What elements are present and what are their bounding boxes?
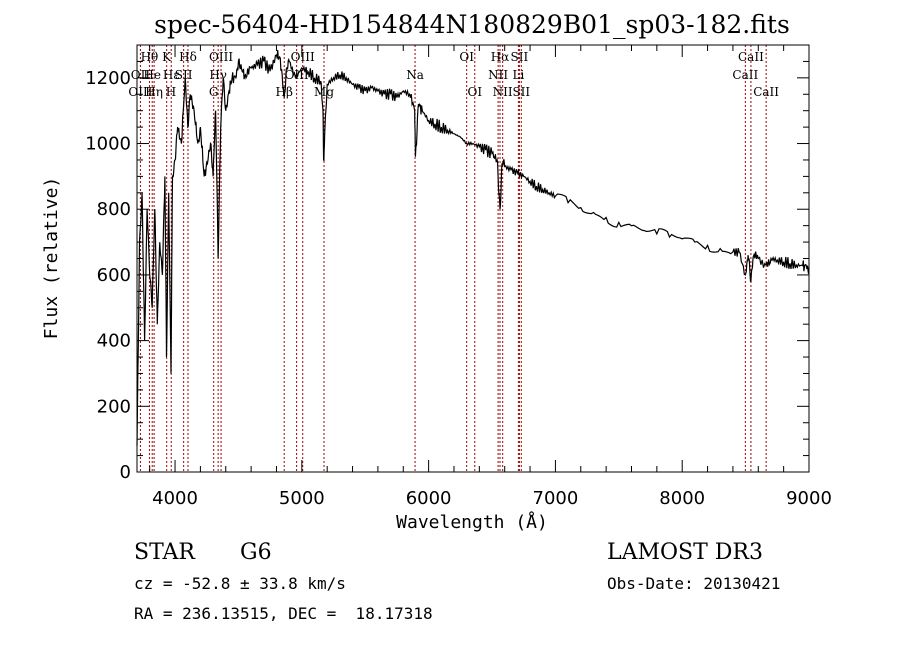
- y-axis-label: Flux (relative): [41, 177, 62, 340]
- y-tick-label: 1200: [85, 68, 131, 89]
- object-type: STAR: [134, 540, 195, 565]
- spectral-line-label: NII: [488, 68, 508, 82]
- velocity-readout: cz = -52.8 ± 33.8 km/s: [134, 574, 346, 593]
- spectral-line-label: NII: [493, 85, 513, 99]
- spectral-line-label: Hδ: [179, 50, 197, 64]
- spectral-line-label: SII: [511, 50, 529, 64]
- y-tick-label: 200: [97, 396, 131, 417]
- x-tick-label: 4000: [152, 488, 198, 509]
- obs-date: Obs-Date: 20130421: [607, 574, 781, 593]
- spectral-line-label: OIII: [291, 50, 315, 64]
- spectral-line-label: OI: [467, 85, 482, 99]
- x-tick-label: 7000: [533, 488, 579, 509]
- spectral-line-label: OI: [459, 50, 474, 64]
- spectral-line-markers: [139, 45, 767, 472]
- spectrum-line: [136, 49, 810, 446]
- y-tick-label: 600: [97, 265, 131, 286]
- spectral-line-label: OIII: [209, 50, 233, 64]
- survey-label: LAMOST DR3: [607, 540, 763, 565]
- x-tick-label: 8000: [659, 488, 705, 509]
- y-tick-label: 1000: [85, 134, 131, 155]
- chart-title: spec-56404-HD154844N180829B01_sp03-182.f…: [154, 10, 790, 39]
- spectral-line-label: Na: [406, 68, 424, 82]
- spectral-line-label: G: [209, 85, 219, 99]
- spectral-line-label: H: [166, 85, 176, 99]
- coordinates-readout: RA = 236.13515, DEC = 18.17318: [134, 604, 433, 623]
- spectral-line-label: OII: [131, 68, 151, 82]
- plot-frame: [136, 44, 810, 473]
- spectral-line-label: Hη: [145, 85, 163, 99]
- x-tick-label: 5000: [279, 488, 325, 509]
- spectral-line-label: He: [143, 68, 161, 82]
- spectral-line-label: SII: [175, 68, 193, 82]
- y-tick-label: 800: [97, 199, 131, 220]
- spectral-line-label: Mg: [314, 85, 334, 99]
- spectral-line-label: OIII: [128, 85, 152, 99]
- subclass: G6: [240, 540, 272, 565]
- x-tick-label: 6000: [406, 488, 452, 509]
- spectral-line-label: Hγ: [209, 68, 227, 82]
- spectral-line-label: K: [162, 50, 172, 64]
- y-axis-ticks: 0 200 400 600 800 1000 1200: [85, 60, 809, 483]
- spectral-line-label: Hε: [163, 68, 180, 82]
- spectral-line-label: SII: [512, 85, 530, 99]
- spectral-line-label: Li: [512, 68, 524, 82]
- y-tick-label: 400: [97, 331, 131, 352]
- spectral-line-label: CaII: [732, 68, 758, 82]
- x-tick-label: 9000: [786, 488, 832, 509]
- spectral-line-label: Hα: [491, 50, 510, 64]
- x-axis-ticks: 4000 5000 6000 7000 8000 9000: [149, 45, 832, 509]
- spectral-line-label: Hθ: [141, 50, 159, 64]
- spectral-line-label: CaII: [753, 85, 779, 99]
- y-tick-label: 0: [120, 462, 131, 483]
- x-axis-label: Wavelength (Å): [396, 511, 548, 533]
- spectral-line-label: CaII: [738, 50, 764, 64]
